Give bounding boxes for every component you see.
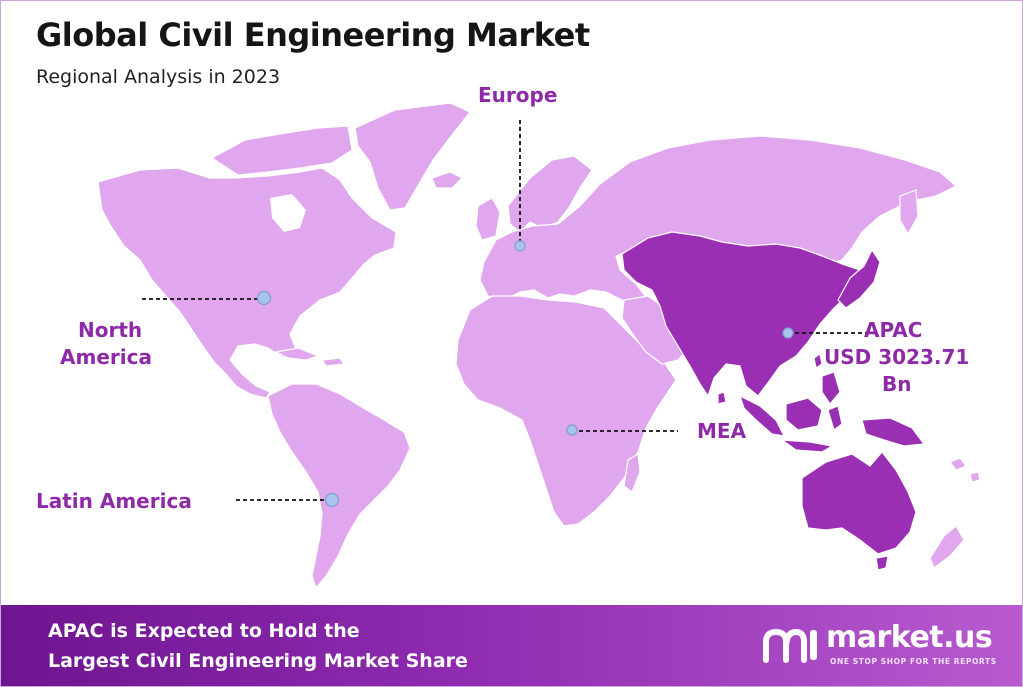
europe-label: Europe: [478, 83, 558, 107]
java-shape: [781, 439, 833, 453]
new-guinea-shape: [861, 417, 925, 447]
new-zealand-shape: [929, 525, 965, 569]
logo-wordmark: market.us: [826, 620, 993, 655]
mea-marker: [566, 424, 578, 436]
region-markers: [256, 240, 794, 508]
latin-america-marker: [324, 492, 340, 508]
leader-lines: [142, 120, 866, 501]
apac-label-line2: USD 3023.71: [824, 345, 970, 369]
chart-subtitle: Regional Analysis in 2023: [36, 66, 281, 88]
asia-shape: [621, 231, 861, 397]
japan-shape: [837, 249, 881, 309]
hispaniola-shape: [321, 357, 345, 367]
greenland-shape: [354, 102, 471, 211]
footer-banner: [1, 605, 1022, 686]
apac-label-line3: Bn: [882, 372, 912, 396]
apac-region: [621, 231, 925, 571]
australia-shape: [801, 451, 917, 555]
chart-title: Global Civil Engineering Market: [36, 16, 590, 54]
north-america-label-line2: America: [60, 345, 152, 369]
cuba-shape: [275, 347, 319, 361]
market-us-logo-icon: [763, 629, 817, 663]
madagascar-shape: [623, 453, 641, 493]
north-america-shape: [97, 167, 397, 399]
logo-tagline: ONE STOP SHOP FOR THE REPORTS: [830, 657, 997, 666]
land-masses: [97, 102, 981, 589]
iceland-shape: [431, 171, 463, 189]
middle-east-shape: [621, 295, 691, 365]
north-america-marker: [256, 290, 272, 306]
africa-shape: [455, 295, 677, 527]
latin-america-label: Latin America: [36, 489, 192, 513]
footer-headline-line1: APAC is Expected to Hold the: [48, 620, 360, 642]
apac-label-line1: APAC: [864, 318, 923, 342]
south-america-shape: [267, 383, 411, 589]
sri-lanka-shape: [717, 391, 727, 405]
arctic-islands-shape: [211, 125, 353, 176]
world-map: [97, 102, 981, 589]
sulawesi-shape: [827, 405, 843, 431]
pacific-islands-shape: [949, 457, 981, 483]
hudson-bay-shape: [270, 194, 306, 232]
philippines-shape: [813, 353, 841, 405]
kamchatka-shape: [899, 189, 919, 235]
british-isles-shape: [475, 197, 501, 241]
north-america-label-line1: North: [78, 318, 143, 342]
europe-marker: [514, 240, 526, 252]
borneo-shape: [785, 397, 823, 431]
mea-label: MEA: [697, 419, 747, 443]
apac-marker: [782, 327, 794, 339]
tasmania-shape: [875, 555, 889, 571]
sumatra-shape: [739, 395, 785, 437]
footer-headline-line2: Largest Civil Engineering Market Share: [48, 650, 468, 672]
